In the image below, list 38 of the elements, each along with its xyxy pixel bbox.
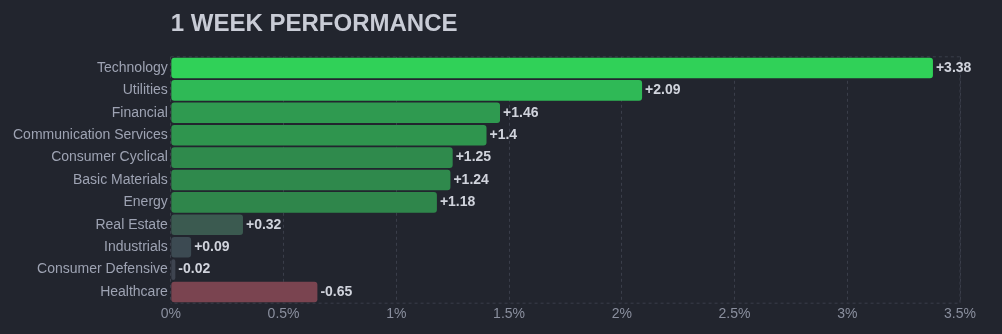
y-tick-label: Financial — [111, 103, 168, 120]
y-tick-label: Technology — [97, 58, 168, 75]
x-tick-label: 1% — [386, 305, 407, 322]
data-label: +0.09 — [194, 238, 230, 255]
x-tick-label: 3% — [837, 305, 858, 322]
x-tick-label: 0% — [160, 305, 181, 322]
x-tick-label: 2.5% — [718, 305, 751, 322]
y-tick-label: Healthcare — [100, 282, 169, 299]
data-label: +1.46 — [503, 103, 539, 120]
bar — [171, 214, 243, 236]
data-label: +3.38 — [935, 58, 972, 75]
x-tick-label: 1.5% — [493, 305, 526, 322]
data-label: +1.18 — [439, 193, 476, 210]
y-tick-label: Utilities — [122, 81, 168, 98]
data-label: +0.32 — [245, 215, 282, 232]
data-label: +1.25 — [455, 148, 492, 165]
bar — [171, 57, 933, 79]
data-label: -0.65 — [320, 282, 353, 299]
data-label: -0.02 — [178, 260, 211, 277]
data-label: +2.09 — [645, 81, 681, 98]
x-tick-label: 0.5% — [267, 305, 300, 322]
chart-title: 1 WEEK PERFORMANCE — [170, 9, 458, 37]
y-tick-label: Energy — [123, 193, 168, 210]
x-tick-label: 3.5% — [944, 305, 976, 322]
x-tick-label: 2% — [611, 305, 632, 322]
bar — [171, 102, 501, 124]
y-tick-label: Communication Services — [12, 126, 168, 143]
bar — [171, 281, 318, 303]
y-tick-label: Consumer Cyclical — [51, 148, 168, 165]
data-label: +1.24 — [453, 170, 490, 187]
bar — [171, 80, 643, 101]
data-label: +1.4 — [489, 126, 518, 143]
y-tick-label: Industrials — [104, 238, 168, 255]
y-tick-label: Real Estate — [95, 215, 169, 232]
bar — [171, 192, 437, 213]
y-tick-label: Consumer Defensive — [37, 260, 169, 277]
bar — [171, 169, 451, 191]
y-tick-label: Basic Materials — [72, 170, 168, 187]
